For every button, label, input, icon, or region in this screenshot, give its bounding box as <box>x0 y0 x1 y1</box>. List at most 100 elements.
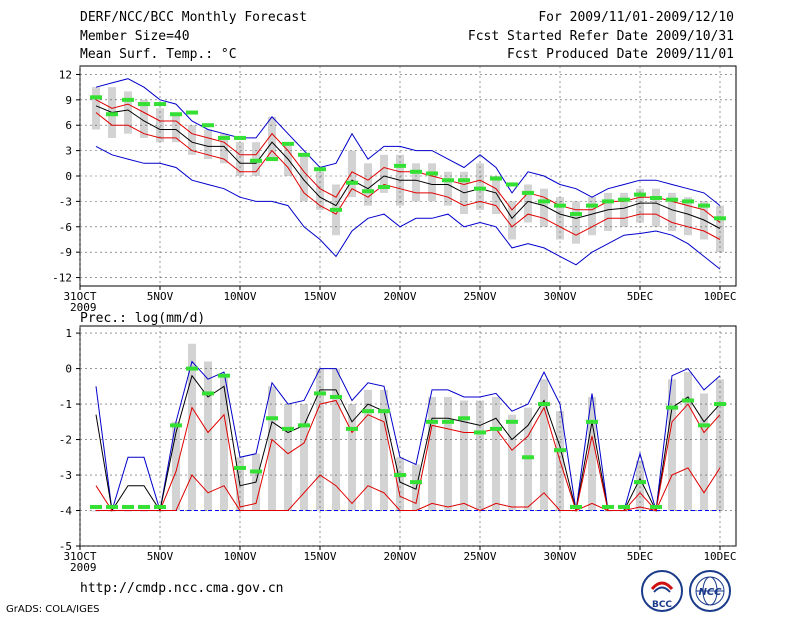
temp-xtick-label-8: 10DEC <box>703 290 736 303</box>
temp-ytick-label-1: 9 <box>65 94 72 107</box>
prec-obs-marker-18 <box>362 409 374 414</box>
temp-obs-marker-14 <box>298 152 310 157</box>
prec-obs-marker-24 <box>458 416 470 421</box>
variable-label: Mean Surf. Temp.: °C <box>80 47 237 62</box>
temp-obs-marker-35 <box>634 192 646 197</box>
grads-credit: GrADS: COLA/IGES <box>6 604 100 615</box>
temp-obs-marker-30 <box>554 203 566 208</box>
prec-spread-box-32 <box>588 396 596 511</box>
temp-obs-marker-18 <box>362 189 374 194</box>
temp-series-min <box>95 145 721 270</box>
temp-spread-box-38 <box>684 197 692 236</box>
prec-obs-marker-7 <box>186 366 198 371</box>
temp-obs-marker-28 <box>522 190 534 195</box>
prec-spread-box-25 <box>476 400 484 511</box>
temp-spread-box-17 <box>348 150 356 198</box>
temp-obs-marker-3 <box>122 97 134 102</box>
temp-obs-marker-2 <box>106 112 118 117</box>
temp-obs-marker-10 <box>234 135 246 140</box>
prec-spread-box-26 <box>492 396 500 511</box>
forecast-period: For 2009/11/01-2009/12/10 <box>538 10 734 25</box>
temp-obs-marker-24 <box>458 178 470 183</box>
prec-spread-box-38 <box>684 372 692 511</box>
prec-obs-marker-21 <box>410 480 422 485</box>
member-size: Member Size=40 <box>80 29 190 44</box>
temp-obs-marker-16 <box>330 207 342 212</box>
prec-obs-marker-8 <box>202 391 214 396</box>
prec-xtick-label-6: 30NOV <box>543 550 576 563</box>
temp-obs-marker-23 <box>442 178 454 183</box>
temp-spread-box-30 <box>556 197 564 240</box>
prec-obs-marker-34 <box>618 504 630 509</box>
prec-ytick-label-1: 0 <box>65 363 72 376</box>
prec-obs-marker-12 <box>266 416 278 421</box>
temp-spread-box-6 <box>172 112 180 143</box>
temp-spread-box-23 <box>444 171 452 206</box>
prec-spread-box-19 <box>380 389 388 511</box>
temp-obs-marker-34 <box>618 197 630 202</box>
temp-obs-marker-15 <box>314 167 326 172</box>
temp-obs-marker-31 <box>570 212 582 217</box>
prec-obs-marker-40 <box>714 402 726 407</box>
prec-obs-marker-23 <box>442 419 454 424</box>
temp-obs-marker-38 <box>682 199 694 204</box>
prec-spread-box-8 <box>204 361 212 511</box>
temp-obs-marker-26 <box>490 176 502 181</box>
temp-xtick-label-3: 15NOV <box>303 290 336 303</box>
temp-obs-marker-6 <box>170 112 182 117</box>
prec-spread-box-24 <box>460 400 468 511</box>
temp-series-q25 <box>95 112 721 240</box>
bcc-logo: BCC <box>640 569 684 613</box>
temp-xtick-label-2: 10NOV <box>223 290 256 303</box>
prec-obs-marker-36 <box>650 504 662 509</box>
temp-panel: 12 9 6 3 0 -3 -6 -9 -12 31OCT 5NOV 10NOV 15NOV 20NOV 2… <box>52 65 737 314</box>
prec-obs-marker-29 <box>538 402 550 407</box>
prec-obs-marker-35 <box>634 480 646 485</box>
temp-spread-box-8 <box>204 129 212 160</box>
temp-obs-marker-19 <box>378 185 390 189</box>
temp-spread-box-32 <box>588 197 596 236</box>
temp-series-q75 <box>95 99 721 223</box>
prec-xtick-label-3: 15NOV <box>303 550 336 563</box>
prec-obs-marker-5 <box>154 504 166 509</box>
prec-obs-marker-26 <box>490 426 502 431</box>
temp-obs-marker-1 <box>90 95 102 100</box>
temp-xtick-label-7: 5DEC <box>627 290 654 303</box>
temp-spread-box-21 <box>412 163 420 202</box>
prec-xtick-label-8: 10DEC <box>703 550 736 563</box>
prec-ytick-label-2: -1 <box>59 398 72 411</box>
prec-obs-marker-13 <box>282 426 294 431</box>
prec-xtick-label-0: 31OCT <box>63 550 96 563</box>
prec-obs-marker-15 <box>314 391 326 396</box>
temp-year-label: 2009 <box>70 301 97 314</box>
prec-xtick-label-7: 5DEC <box>627 550 654 563</box>
temp-obs-marker-17 <box>346 180 358 185</box>
temp-spread-box-10 <box>236 142 244 176</box>
temp-plot-frame <box>79 65 737 287</box>
prec-spread-box-6 <box>172 421 180 511</box>
footer-url[interactable]: http://cmdp.ncc.cma.gov.cn <box>80 581 284 596</box>
prec-spread-box-35 <box>636 460 644 511</box>
temp-obs-marker-22 <box>426 171 438 176</box>
temp-obs-marker-39 <box>698 203 710 208</box>
prec-obs-marker-9 <box>218 373 230 378</box>
prec-obs-marker-3 <box>122 504 134 509</box>
temp-ytick-label-4: 0 <box>65 170 72 183</box>
temp-obs-marker-25 <box>474 186 486 191</box>
prec-xtick-label-4: 20NOV <box>383 550 416 563</box>
temp-spread-box-40 <box>716 205 724 253</box>
prec-obs-marker-32 <box>586 419 598 424</box>
temp-spread-box-4 <box>140 99 148 138</box>
temp-series-mean <box>95 105 721 229</box>
prec-panel-title: Prec.: log(mm/d) <box>80 311 205 326</box>
temp-spread-box-27 <box>508 201 516 240</box>
prec-spread-box-39 <box>700 393 708 511</box>
temp-obs-marker-29 <box>538 199 550 204</box>
temp-obs-marker-11 <box>250 158 262 163</box>
temp-spread-box-7 <box>188 125 196 155</box>
prec-spread-box-7 <box>188 343 196 511</box>
temp-spread-box-12 <box>268 116 276 160</box>
temp-obs-marker-36 <box>650 196 662 200</box>
